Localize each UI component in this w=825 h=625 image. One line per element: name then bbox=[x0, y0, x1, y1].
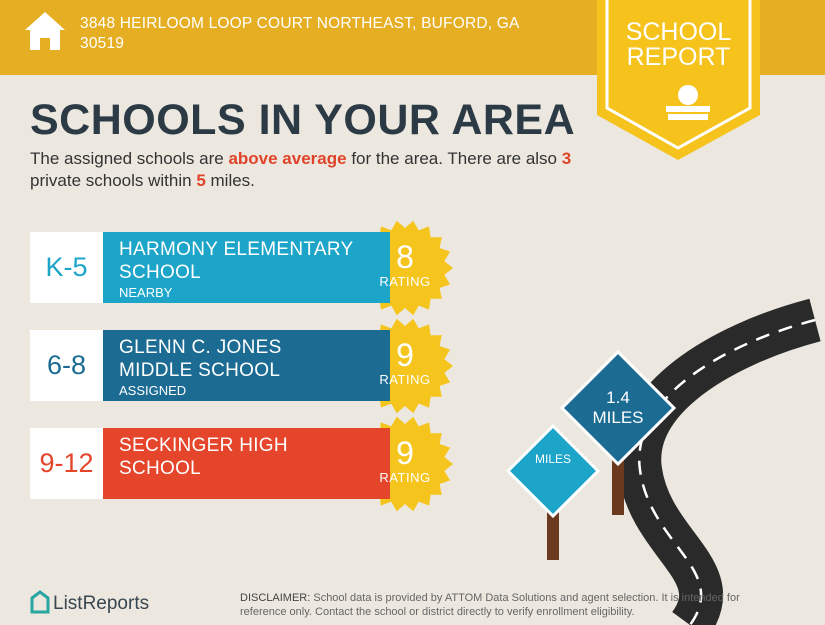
grade-box: K-5 bbox=[30, 232, 103, 303]
school-name-line: MIDDLE SCHOOL bbox=[119, 360, 281, 381]
highlight: 3 bbox=[561, 149, 572, 168]
school-name-line: SCHOOL bbox=[119, 262, 202, 283]
school-band: SECKINGER HIGH SCHOOL bbox=[103, 428, 390, 499]
sign-text: MILES bbox=[523, 452, 583, 467]
intro-text: miles. bbox=[205, 171, 255, 190]
rating-value: 9 bbox=[396, 435, 414, 471]
badge-line: SCHOOL bbox=[625, 18, 732, 46]
rating: 9 RATING bbox=[357, 436, 453, 485]
school-band: HARMONY ELEMENTARY SCHOOL NEARBY bbox=[103, 232, 390, 303]
school-name-line: SECKINGER HIGH bbox=[119, 435, 288, 456]
school-name-line: SCHOOL bbox=[119, 458, 202, 479]
home-icon bbox=[25, 12, 65, 50]
sign-line: MILES bbox=[592, 408, 644, 427]
rating-value: 9 bbox=[396, 337, 414, 373]
badge bbox=[597, 0, 760, 160]
grade-box: 6-8 bbox=[30, 330, 103, 401]
school-name-line: GLENN C. JONES bbox=[119, 337, 282, 358]
sign-line: MILES bbox=[534, 452, 571, 466]
school-band: GLENN C. JONES MIDDLE SCHOOL ASSIGNED bbox=[103, 330, 390, 401]
intro-text: for the area. There are also bbox=[346, 149, 562, 168]
disclaimer-lead: DISCLAIMER: bbox=[240, 592, 311, 604]
grade-box: 9-12 bbox=[30, 428, 103, 499]
school-status: NEARBY bbox=[119, 285, 173, 300]
school-name: HARMONY ELEMENTARY SCHOOL bbox=[119, 238, 390, 284]
school-name-line: HARMONY ELEMENTARY bbox=[119, 239, 354, 260]
school-status: ASSIGNED bbox=[119, 383, 187, 398]
rating-label: RATING bbox=[379, 470, 431, 485]
road bbox=[617, 298, 821, 625]
disclaimer: DISCLAIMER: School data is provided by A… bbox=[240, 591, 785, 619]
intro-text: private schools within bbox=[30, 171, 197, 190]
title: SCHOOLS IN YOUR AREA bbox=[30, 96, 576, 144]
rating: 8 RATING bbox=[357, 240, 453, 289]
school-name: GLENN C. JONES MIDDLE SCHOOL bbox=[119, 336, 390, 382]
highlight: above average bbox=[228, 149, 347, 168]
rating-label: RATING bbox=[379, 372, 431, 387]
brand: ListReports bbox=[53, 593, 150, 614]
highlight: 5 bbox=[196, 171, 206, 190]
badge-line: REPORT bbox=[626, 43, 731, 71]
school-name: SECKINGER HIGH SCHOOL bbox=[119, 434, 390, 480]
rating: 9 RATING bbox=[357, 338, 453, 387]
rating-label: RATING bbox=[379, 274, 431, 289]
sign-text: 1.4 MILES bbox=[578, 388, 658, 428]
sign bbox=[559, 349, 677, 467]
brand-logo bbox=[30, 590, 50, 614]
rating-value: 8 bbox=[396, 239, 414, 275]
apple-book-icon bbox=[666, 85, 710, 120]
sign-line: 1.4 bbox=[606, 388, 630, 407]
badge-border bbox=[605, 0, 752, 150]
address-line: 30519 bbox=[80, 35, 125, 52]
disclaimer-text: School data is provided by ATTOM Data So… bbox=[240, 592, 740, 618]
sign bbox=[505, 423, 601, 519]
address: 3848 HEIRLOOM LOOP COURT NORTHEAST, BUFO… bbox=[80, 14, 520, 54]
badge-text: SCHOOL REPORT bbox=[597, 20, 760, 70]
intro-text: The assigned schools are bbox=[30, 149, 229, 168]
intro: The assigned schools are above average f… bbox=[30, 148, 590, 192]
address-line: 3848 HEIRLOOM LOOP COURT NORTHEAST, BUFO… bbox=[80, 15, 520, 32]
